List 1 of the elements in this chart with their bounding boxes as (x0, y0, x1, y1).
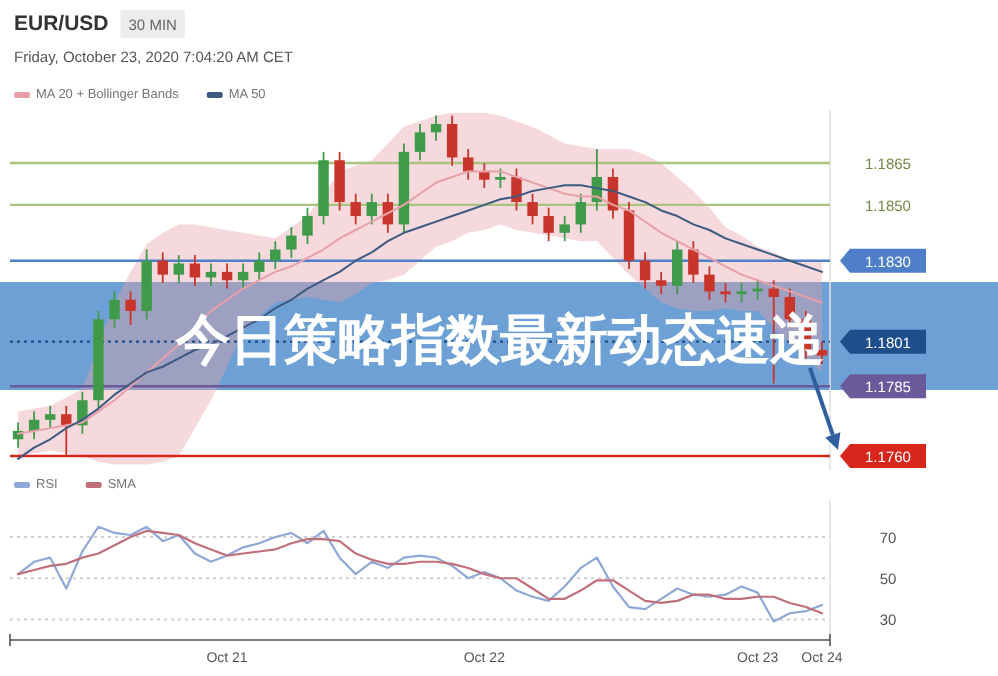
chart-title: EUR/USD (14, 12, 110, 36)
